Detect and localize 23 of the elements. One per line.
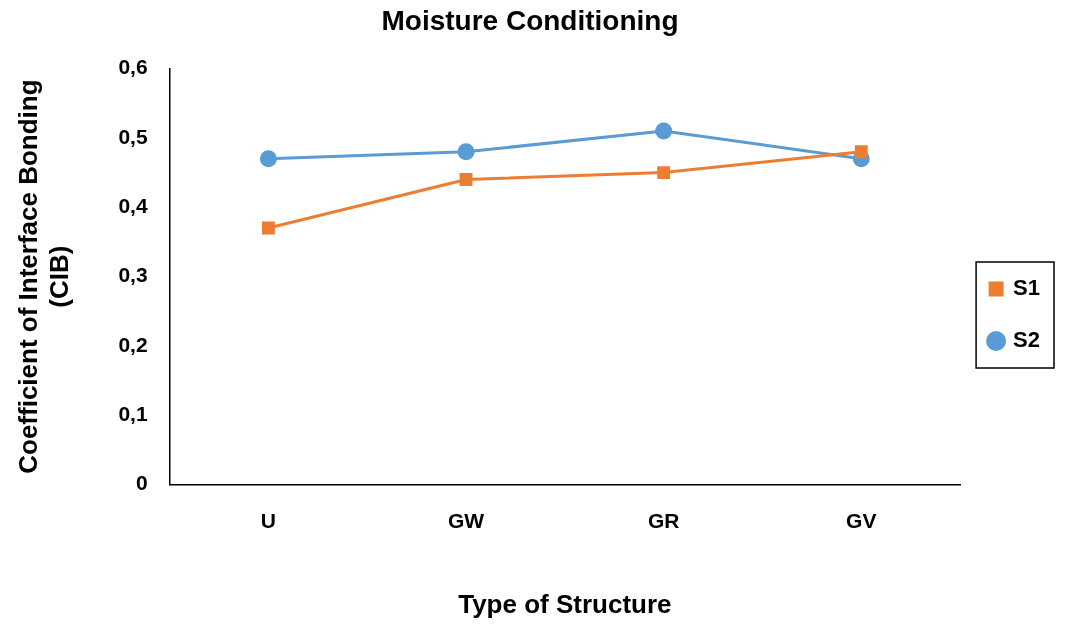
point xyxy=(459,173,473,186)
y-tick-label: 0,1 xyxy=(118,402,148,426)
legend-label: S2 xyxy=(1013,327,1041,353)
y-tick-label: 0,4 xyxy=(118,194,148,218)
point xyxy=(259,150,277,168)
x-tick-label: GW xyxy=(447,509,485,532)
point xyxy=(261,221,275,235)
point xyxy=(457,143,475,161)
x-axis-title: Type of Structure xyxy=(458,588,672,619)
point xyxy=(854,145,868,159)
y-tick-label: 0 xyxy=(135,471,148,495)
x-tick-label: GV xyxy=(846,509,877,532)
legend-label: S1 xyxy=(1013,275,1041,301)
x-tick-label: U xyxy=(260,509,276,532)
y-tick-label: 0,3 xyxy=(118,263,148,287)
y-axis-title: Coefficient of Interface Bonding (CIB) xyxy=(12,79,74,474)
y-tick-label: 0,2 xyxy=(118,332,148,356)
point xyxy=(655,122,673,140)
chart-title: Moisture Conditioning xyxy=(381,4,679,36)
x-tick-label: GR xyxy=(647,509,680,532)
y-tick-label: 0,5 xyxy=(118,124,148,148)
y-tick-label: 0,6 xyxy=(118,55,148,79)
point xyxy=(657,166,671,180)
